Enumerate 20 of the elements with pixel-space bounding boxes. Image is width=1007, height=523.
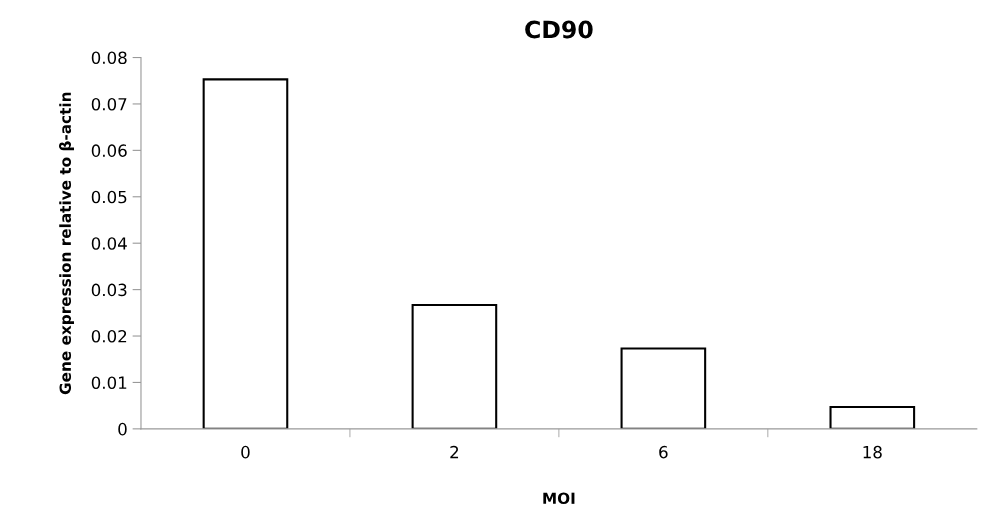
y-tick-label: 0.07 (91, 97, 127, 111)
bar (411, 303, 498, 429)
bar (620, 347, 707, 429)
x-tick-label: 6 (659, 445, 668, 459)
y-tick-label: 0 (118, 422, 127, 436)
x-axis-title: MOI (543, 492, 575, 505)
x-tick-label: 18 (863, 445, 882, 459)
y-tick-label: 0.02 (91, 329, 127, 343)
chart-title: CD90 (525, 20, 593, 39)
x-tick-label: 0 (241, 445, 250, 459)
y-tick-label: 0.05 (91, 190, 127, 204)
y-tick-label: 0.08 (91, 51, 127, 65)
y-tick-label: 0.03 (91, 283, 127, 297)
bar (829, 406, 916, 429)
y-tick-label: 0.04 (91, 237, 127, 250)
x-tick-label: 2 (450, 445, 459, 459)
y-tick-label: 0.01 (91, 376, 127, 390)
y-axis-title: Gene expression relative to β-actin (59, 92, 75, 395)
bar (202, 78, 289, 429)
y-tick-label: 0.06 (91, 144, 127, 157)
